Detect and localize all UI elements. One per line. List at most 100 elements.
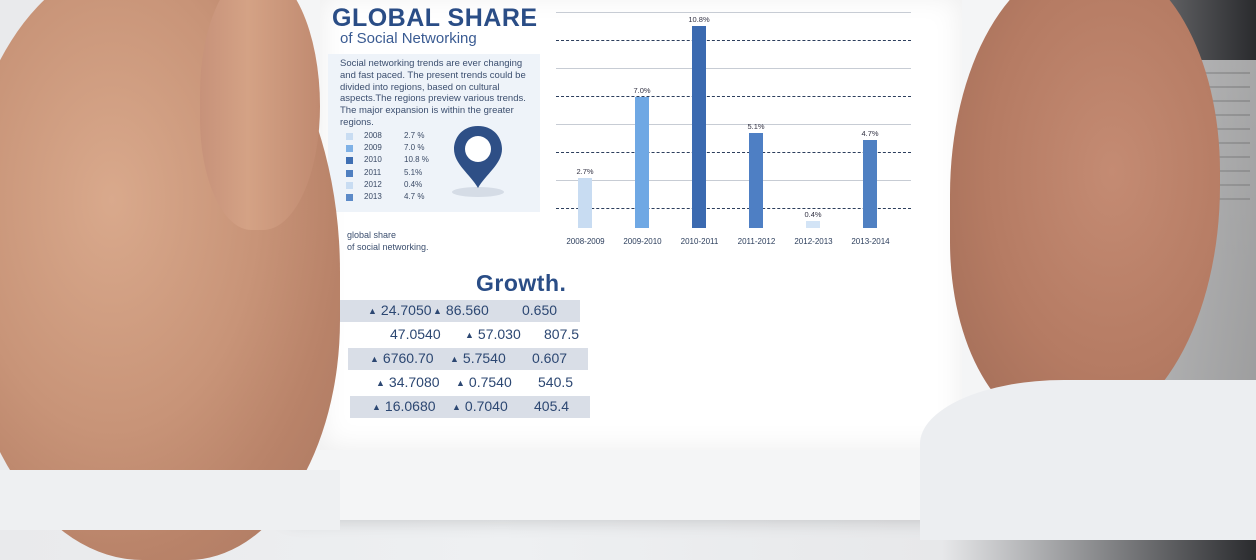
legend-swatch [346, 181, 353, 189]
legend-value: 5.1% [404, 167, 423, 177]
legend-row: 2011 5.1% [346, 168, 456, 180]
x-tick-label: 2013-2014 [851, 237, 890, 246]
up-triangle-icon: ▲ [450, 354, 459, 364]
growth-cell: ▲ 0.7540 [456, 374, 512, 390]
gridline [556, 96, 911, 97]
legend-row: 2012 0.4% [346, 180, 456, 192]
growth-cell: 540.5 [538, 374, 573, 390]
description-panel: Social networking trends are ever changi… [328, 54, 540, 212]
x-tick-label: 2009-2010 [623, 237, 662, 246]
chart-caption: global share of social networking. [347, 230, 429, 253]
legend: 2008 2.7 % 2009 7.0 % 2010 10.8 % 2011 5.1% 2012… [346, 131, 456, 204]
growth-cell: ▲ 57.030 [465, 326, 521, 342]
gridline [556, 152, 911, 153]
growth-cell: ▲ 6760.70 [370, 350, 434, 366]
legend-swatch [346, 193, 353, 201]
up-triangle-icon: ▲ [433, 306, 442, 316]
legend-value: 2.7 % [404, 131, 425, 140]
legend-value: 7.0 % [404, 143, 425, 153]
gridline [556, 208, 911, 209]
chart-bar [806, 220, 820, 228]
up-triangle-icon: ▲ [370, 354, 379, 364]
growth-title: Growth. [476, 270, 567, 296]
growth-cell: ▲ 0.7040 [452, 398, 508, 414]
x-tick-label: 2010-2011 [680, 237, 719, 246]
growth-cell: ▲ 5.7540 [450, 350, 506, 366]
growth-value: 5.7540 [462, 350, 506, 366]
growth-value: 0.650 [522, 302, 558, 318]
legend-swatch [346, 157, 353, 165]
growth-value: 24.7050 [380, 302, 432, 318]
legend-year: 2010 [364, 155, 382, 165]
growth-cell: 47.0540 [390, 326, 441, 342]
right-sleeve [920, 380, 1256, 540]
left-sleeve [0, 470, 340, 530]
x-tick-label: 2012-2013 [794, 237, 833, 246]
x-tick-label: 2008-2009 [566, 237, 605, 246]
growth-row-band [348, 348, 588, 370]
growth-value: 540.5 [538, 374, 574, 390]
growth-value: 6760.70 [382, 350, 434, 366]
bar-data-label: 10.8% [688, 15, 710, 25]
gridline [556, 12, 911, 13]
x-tick-label: 2011-2012 [737, 237, 776, 246]
bar-data-label: 2.7% [576, 166, 594, 176]
bar-data-label: 4.7% [861, 129, 879, 139]
chart-bar [635, 97, 649, 228]
bar-data-label: 5.1% [747, 121, 765, 131]
infographic-title: GLOBAL SHARE [332, 4, 538, 32]
up-triangle-icon: ▲ [368, 306, 377, 316]
legend-year: 2008 [364, 131, 382, 140]
growth-value: 57.030 [477, 326, 521, 342]
growth-cell: 405.4 [534, 398, 569, 414]
right-hand [950, 0, 1220, 430]
legend-row: 2010 10.8 % [346, 155, 456, 167]
legend-year: 2013 [364, 191, 382, 201]
growth-cell: ▲ 34.7080 [376, 374, 440, 390]
tablet-screen: GLOBAL SHARE of Social Networking Social… [320, 0, 962, 450]
legend-row: 2009 7.0 % [346, 143, 456, 155]
chart-bar [749, 132, 763, 228]
legend-swatch [346, 133, 353, 140]
infographic-subtitle: of Social Networking [340, 30, 477, 47]
growth-cell: ▲ 24.7050 [368, 302, 432, 318]
growth-value: 47.0540 [390, 326, 441, 342]
growth-value: 86.560 [445, 302, 489, 318]
legend-row: 2013 4.7 % [346, 192, 456, 204]
bar-data-label: 0.4% [804, 209, 822, 219]
up-triangle-icon: ▲ [465, 330, 474, 340]
growth-value: 0.7540 [468, 374, 512, 390]
legend-value: 10.8 % [404, 155, 429, 165]
legend-year: 2011 [364, 167, 382, 177]
bar-data-label: 7.0% [633, 86, 651, 96]
growth-value: 807.5 [544, 326, 580, 342]
growth-cell: 807.5 [544, 326, 579, 342]
legend-value: 4.7 % [404, 191, 425, 201]
gridline [556, 68, 911, 69]
gridline [556, 180, 911, 181]
growth-value: 0.7040 [464, 398, 508, 414]
legend-year: 2009 [364, 143, 382, 153]
legend-swatch [346, 145, 353, 153]
location-pin-icon [452, 126, 504, 197]
caption-line-2: of social networking. [347, 241, 429, 252]
growth-value: 0.607 [532, 350, 568, 366]
up-triangle-icon: ▲ [372, 402, 381, 412]
up-triangle-icon: ▲ [452, 402, 461, 412]
up-triangle-icon: ▲ [376, 378, 385, 388]
up-triangle-icon: ▲ [456, 378, 465, 388]
growth-value: 16.0680 [384, 398, 436, 414]
growth-value: 34.7080 [388, 374, 440, 390]
legend-row: 2008 2.7 % [346, 131, 456, 143]
chart-bar [578, 177, 592, 228]
description-text: Social networking trends are ever changi… [340, 58, 526, 128]
caption-line-1: global share [347, 230, 397, 240]
growth-cell: ▲ 86.560 [433, 302, 489, 318]
growth-cell: ▲ 16.0680 [372, 398, 436, 414]
gridline [556, 124, 911, 125]
growth-row-band [350, 396, 590, 418]
bar-chart: 2.7% 2008-2009 7.0% 2009-2010 10.8% 2010-2011… [556, 0, 916, 250]
legend-value: 0.4% [404, 179, 423, 189]
growth-cell: 0.650 [522, 302, 557, 318]
